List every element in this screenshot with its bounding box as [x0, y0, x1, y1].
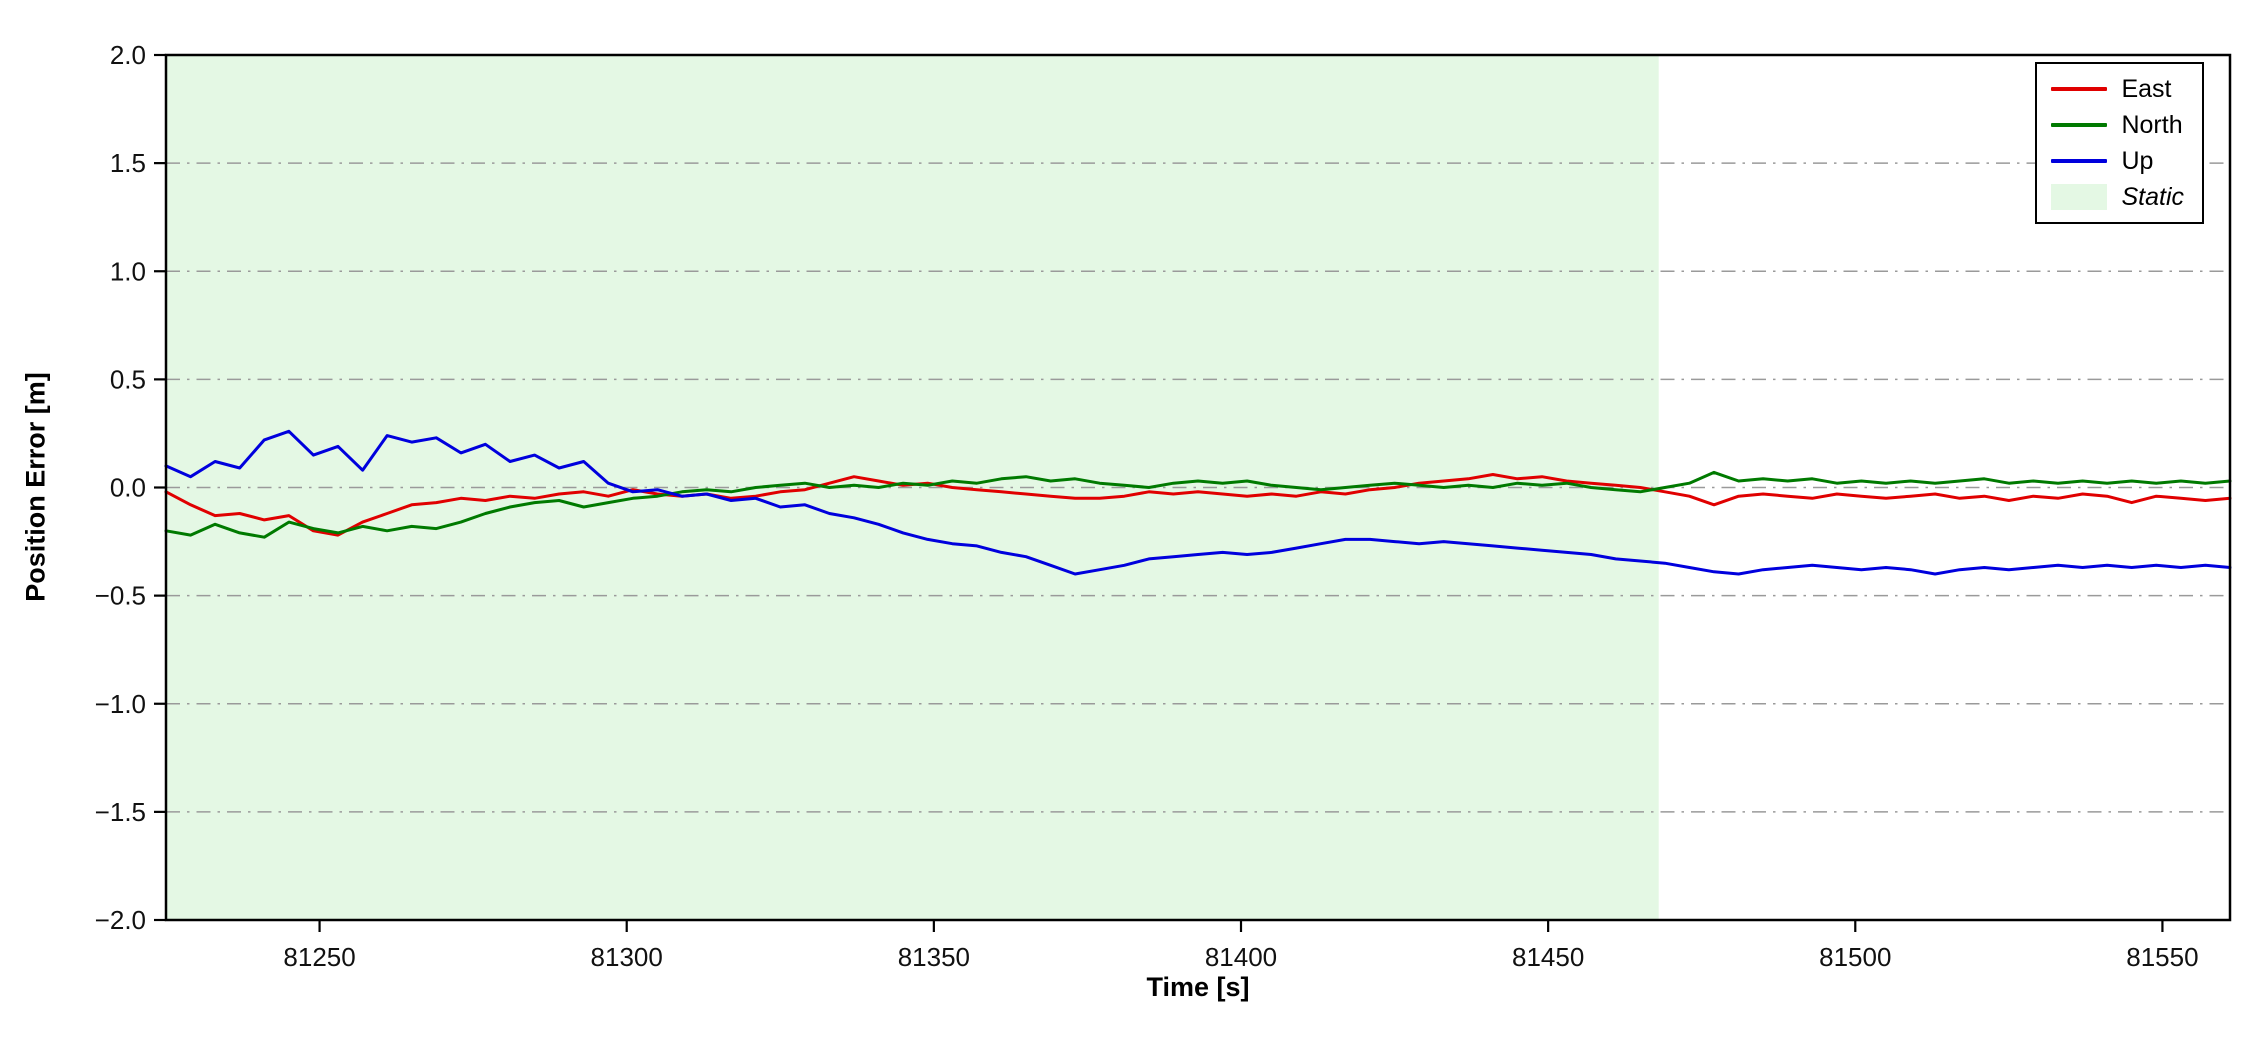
legend-item-up: Up — [2051, 146, 2184, 176]
gridlines — [166, 162, 2230, 813]
x-axis-label: Time [s] — [1146, 972, 1250, 1002]
y-ticks: −2.0 −1.5 −1.0 −0.5 0.0 0.5 1.0 1.5 2.0 — [95, 40, 166, 935]
x-tick-label: 81500 — [1819, 942, 1891, 972]
x-ticks: 81250 81300 81350 81400 81450 81500 81550 — [283, 920, 2199, 972]
y-axis-label: Position Error [m] — [20, 372, 51, 602]
legend-item-east: East — [2051, 74, 2184, 104]
y-tick-label: 0.5 — [110, 364, 146, 394]
y-tick-label: 2.0 — [110, 40, 146, 70]
legend-label-east: East — [2121, 75, 2172, 103]
legend-label-static: Static — [2121, 183, 2184, 211]
y-tick-label: −2.0 — [95, 905, 146, 935]
x-tick-label: 81250 — [283, 942, 355, 972]
static-swatch — [2051, 184, 2108, 210]
series-line-north — [164, 470, 2232, 539]
y-tick-label: −1.0 — [95, 689, 146, 719]
x-tick-label: 81350 — [898, 942, 970, 972]
series-line-east — [164, 473, 2232, 537]
north-line-swatch — [2051, 123, 2108, 127]
legend-item-north: North — [2051, 110, 2184, 140]
x-tick-label: 81400 — [1205, 942, 1277, 972]
legend-item-static: Static — [2051, 182, 2184, 212]
east-line-swatch — [2051, 87, 2108, 91]
x-tick-label: 81300 — [591, 942, 663, 972]
legend-label-north: North — [2121, 111, 2183, 139]
legend-label-up: Up — [2121, 147, 2154, 175]
y-tick-label: 1.0 — [110, 256, 146, 286]
series-line-up — [164, 429, 2232, 576]
up-line-swatch — [2051, 159, 2108, 163]
x-tick-label: 81550 — [2126, 942, 2198, 972]
y-tick-label: 1.5 — [110, 148, 146, 178]
legend: East North Up Static — [2035, 62, 2204, 224]
y-tick-label: 0.0 — [110, 473, 146, 503]
y-tick-label: −0.5 — [95, 581, 146, 611]
y-tick-label: −1.5 — [95, 797, 146, 827]
x-tick-label: 81450 — [1512, 942, 1584, 972]
